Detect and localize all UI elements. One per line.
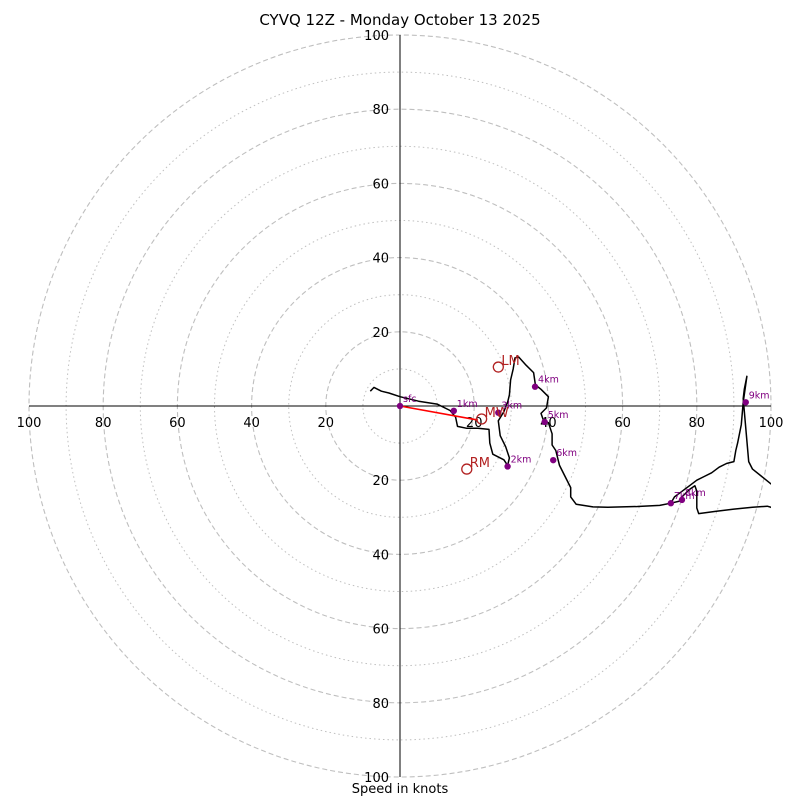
height-marker-label: 7km — [674, 491, 695, 502]
height-marker-label: 1km — [457, 399, 478, 410]
height-marker-dot — [450, 407, 457, 415]
storm-motion-marker — [475, 413, 488, 425]
x-tick-label: 60 — [614, 416, 631, 431]
y-tick-label: 80 — [372, 697, 389, 712]
y-tick-label: 20 — [372, 474, 389, 489]
height-marker-dot — [541, 418, 548, 426]
storm-motion-marker — [461, 463, 473, 475]
height-marker-dot — [678, 496, 686, 504]
x-tick-label: 80 — [689, 416, 706, 431]
storm-motion-marker — [492, 361, 504, 373]
height-marker-label: 3km — [501, 401, 522, 412]
x-tick-label: 20 — [318, 416, 335, 431]
y-tick-label: 60 — [372, 177, 389, 192]
x-tick-label: 60 — [169, 416, 186, 431]
height-marker-dot — [495, 409, 502, 416]
height-marker-label: 9km — [749, 390, 770, 401]
height-marker-dot — [550, 456, 557, 464]
y-tick-label: 100 — [364, 771, 389, 786]
y-tick-label: 100 — [364, 29, 389, 44]
x-tick-label: 100 — [17, 416, 42, 431]
bulk-shear-vector — [399, 405, 479, 421]
x-tick-label: 20 — [466, 416, 483, 431]
y-tick-label: 60 — [372, 623, 389, 638]
y-tick-label: 20 — [372, 326, 389, 341]
y-tick-label: 40 — [372, 548, 389, 563]
storm-motion-label: RM — [470, 456, 490, 471]
x-tick-label: 100 — [759, 416, 784, 431]
height-marker-dot — [742, 399, 749, 406]
height-marker-dot — [396, 402, 404, 410]
y-tick-label: 80 — [372, 103, 389, 118]
height-marker-dot — [504, 463, 511, 470]
height-marker-label: sfc — [403, 394, 417, 405]
height-marker-label: 6km — [556, 448, 577, 459]
height-marker-label: 4km — [538, 375, 559, 386]
storm-motion-label: MW — [485, 406, 509, 421]
height-marker-label: 5km — [548, 410, 569, 421]
shear-vector-group — [399, 405, 479, 421]
x-axis-label: Speed in knots — [351, 782, 449, 797]
height-marker-dot — [667, 500, 675, 507]
storm-motion-label: LM — [501, 354, 519, 369]
hodograph-trace-group — [369, 356, 771, 515]
chart-title: CYVQ 12Z - Monday October 13 2025 — [259, 11, 541, 29]
y-tick-label: 40 — [372, 252, 389, 267]
hodograph-trace — [369, 356, 771, 515]
x-tick-label: 80 — [95, 416, 112, 431]
x-tick-label: 40 — [243, 416, 260, 431]
storm-motion-group: LM MW RM — [461, 354, 520, 475]
height-marker-label: 2km — [511, 454, 532, 465]
tick-labels: 100 80 60 40 20 20 40 60 80 100100806040202040608… — [17, 29, 784, 786]
height-marker-dot — [531, 383, 539, 390]
height-marker-label: 8km — [685, 488, 706, 499]
